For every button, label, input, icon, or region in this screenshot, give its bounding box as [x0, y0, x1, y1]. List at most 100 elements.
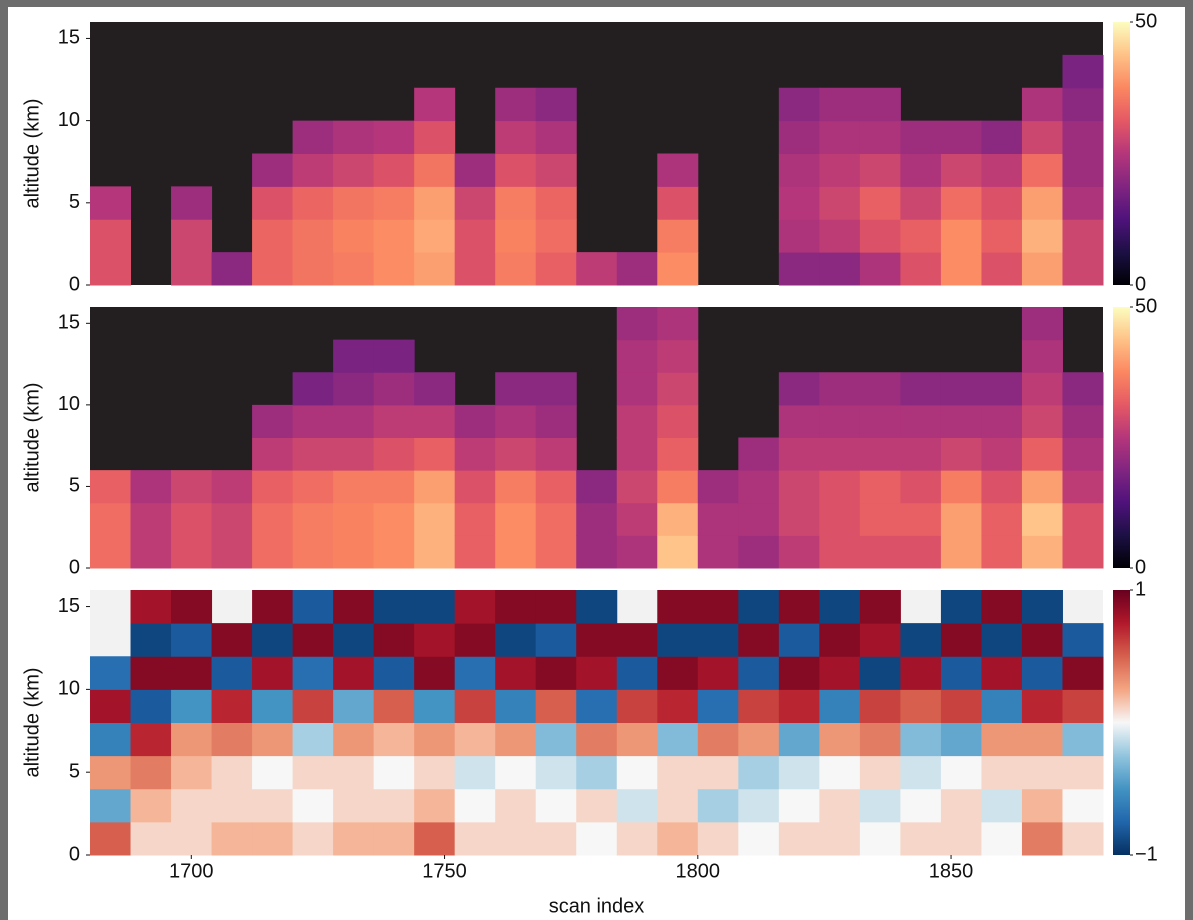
heat-cell	[1062, 821, 1104, 856]
heat-cell	[900, 186, 942, 220]
heat-cell	[414, 186, 456, 220]
heat-cell	[495, 755, 537, 790]
heat-cell	[333, 656, 375, 690]
heat-cell	[171, 252, 213, 286]
heat-cell	[1021, 404, 1063, 438]
heat-cell	[373, 470, 415, 504]
heat-cell	[252, 590, 294, 624]
heat-cell	[1062, 252, 1104, 286]
heat-cell	[333, 153, 375, 187]
heat-cell	[981, 788, 1023, 823]
heat-cell	[495, 623, 537, 657]
heat-cell	[90, 821, 132, 856]
y-axis-label: altitude (km)	[21, 667, 43, 777]
heat-cell	[1062, 404, 1104, 438]
heat-cell	[778, 755, 820, 790]
heat-cell	[778, 252, 820, 286]
heat-cell	[90, 722, 132, 757]
heat-cell	[778, 788, 820, 823]
heat-cell	[1021, 437, 1063, 471]
heat-cell	[819, 437, 861, 471]
heat-cell	[900, 656, 942, 690]
heat-cell	[414, 656, 456, 690]
heat-cell	[738, 502, 780, 536]
heat-cell	[940, 755, 982, 790]
heat-cell	[292, 120, 334, 154]
heat-cell	[414, 535, 456, 569]
heat-cell	[373, 404, 415, 438]
heat-cell	[495, 87, 537, 122]
heat-cell	[454, 437, 496, 471]
x-tick-label: 1700	[169, 860, 214, 882]
heat-cell	[211, 821, 253, 856]
heat-cell	[616, 502, 658, 536]
heat-cell	[535, 120, 577, 154]
heat-cell	[819, 404, 861, 438]
heat-cell	[535, 788, 577, 823]
heat-cell	[495, 153, 537, 187]
heat-cell	[819, 535, 861, 569]
heat-cell	[738, 821, 780, 856]
heat-cell	[697, 722, 739, 757]
heat-cell	[373, 153, 415, 187]
heat-cell	[576, 656, 618, 690]
heat-cell	[940, 153, 982, 187]
heat-cell	[981, 470, 1023, 504]
heat-cell	[859, 689, 901, 723]
heat-cell	[252, 470, 294, 504]
heat-cell	[697, 623, 739, 657]
heat-cell	[981, 502, 1023, 536]
heat-cell	[900, 623, 942, 657]
heat-cell	[616, 404, 658, 438]
heat-cell	[657, 502, 699, 536]
heat-cell	[940, 437, 982, 471]
heat-cell	[657, 372, 699, 406]
heat-cell	[940, 120, 982, 154]
heat-cell	[778, 186, 820, 220]
heat-cell	[1021, 153, 1063, 187]
heat-cell	[940, 535, 982, 569]
heat-cell	[373, 339, 415, 373]
heat-cell	[981, 689, 1023, 723]
heat-cell	[495, 689, 537, 723]
y-tick-label: 5	[69, 760, 80, 782]
heat-cell	[171, 821, 213, 856]
heat-cell	[1062, 219, 1104, 253]
heat-cell	[697, 535, 739, 569]
heat-cell	[292, 437, 334, 471]
heat-cell	[900, 470, 942, 504]
heat-cell	[1062, 722, 1104, 757]
heat-cell	[1021, 307, 1063, 341]
colorbar-tick-label: 0	[1135, 556, 1146, 578]
heat-cell	[90, 470, 132, 504]
heat-cell	[819, 219, 861, 253]
heat-cell	[819, 470, 861, 504]
colorbar-tick-label: 1	[1135, 578, 1146, 600]
heat-cell	[859, 252, 901, 286]
heat-cell	[333, 372, 375, 406]
heat-cell	[1062, 689, 1104, 723]
heat-cell	[373, 755, 415, 790]
y-tick-label: 0	[69, 556, 80, 578]
heat-cell	[171, 219, 213, 253]
heat-cell	[90, 252, 132, 286]
heat-cell	[738, 722, 780, 757]
heat-cell	[333, 502, 375, 536]
heat-cell	[859, 404, 901, 438]
heat-cell	[576, 722, 618, 757]
heat-cell	[981, 186, 1023, 220]
heat-cell	[414, 623, 456, 657]
heat-cell	[657, 252, 699, 286]
y-tick-label: 5	[69, 475, 80, 497]
heat-cell	[1021, 623, 1063, 657]
heat-cell	[292, 788, 334, 823]
heat-cell	[616, 307, 658, 341]
heat-cell	[616, 755, 658, 790]
heat-cell	[495, 252, 537, 286]
heat-cell	[90, 535, 132, 569]
heat-cell	[333, 437, 375, 471]
heat-cell	[697, 755, 739, 790]
heat-cell	[292, 535, 334, 569]
heat-cell	[738, 788, 780, 823]
heat-cell	[697, 788, 739, 823]
